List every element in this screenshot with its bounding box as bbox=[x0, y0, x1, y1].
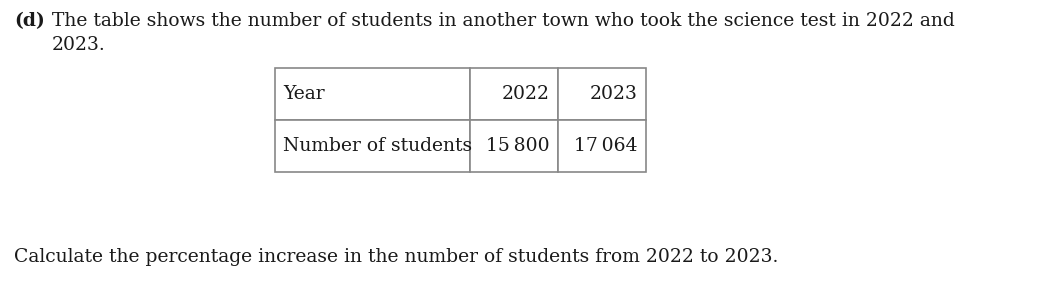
Bar bbox=[470, 120, 558, 172]
Bar bbox=[558, 68, 646, 120]
Text: Number of students: Number of students bbox=[283, 137, 472, 155]
Text: The table shows the number of students in another town who took the science test: The table shows the number of students i… bbox=[52, 12, 954, 54]
Text: (d): (d) bbox=[14, 12, 45, 30]
Text: 15 800: 15 800 bbox=[486, 137, 550, 155]
Bar bbox=[275, 68, 470, 120]
Text: 2022: 2022 bbox=[502, 85, 550, 103]
Text: Year: Year bbox=[283, 85, 324, 103]
Text: 17 064: 17 064 bbox=[575, 137, 638, 155]
Bar bbox=[470, 68, 558, 120]
Bar bbox=[558, 120, 646, 172]
Text: 2023: 2023 bbox=[590, 85, 638, 103]
Bar bbox=[275, 120, 470, 172]
Text: Calculate the percentage increase in the number of students from 2022 to 2023.: Calculate the percentage increase in the… bbox=[14, 248, 778, 266]
